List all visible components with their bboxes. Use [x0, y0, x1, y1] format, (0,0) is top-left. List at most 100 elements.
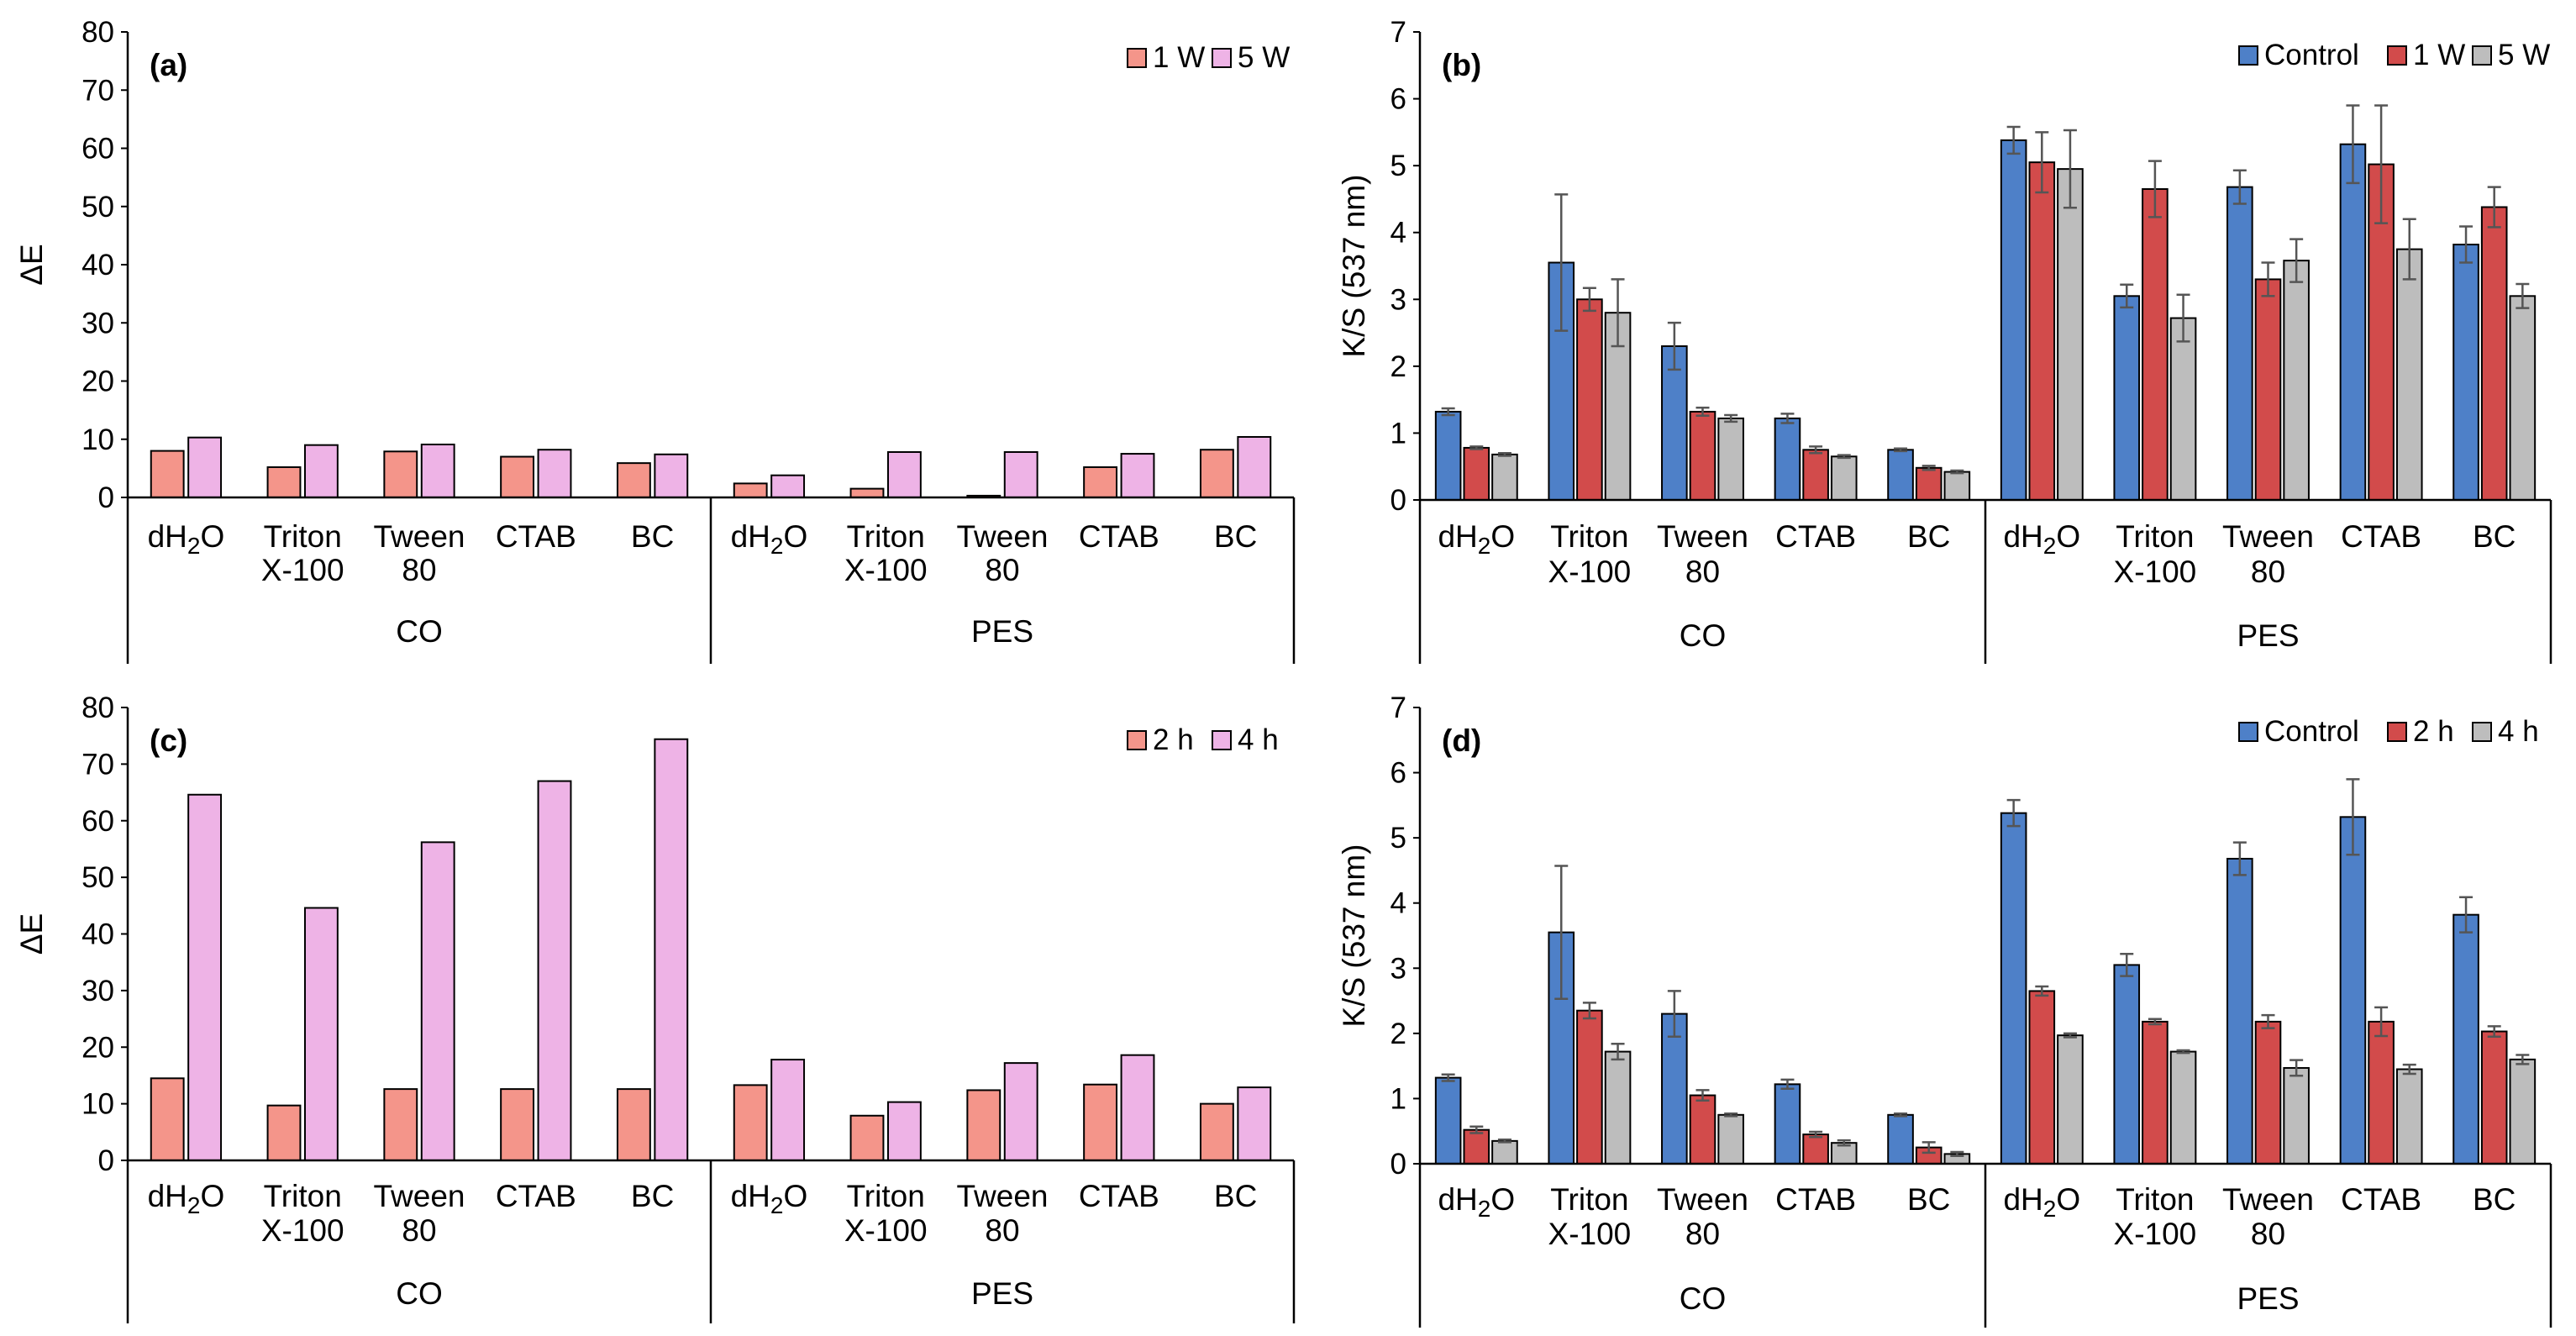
- x-tick-label: Triton: [1550, 1182, 1628, 1217]
- x-tick-label: Triton: [2116, 519, 2194, 554]
- x-tick-label-line2: 80: [402, 553, 436, 587]
- group-label: PES: [971, 1276, 1033, 1311]
- legend: Control 2 h 4 h: [2238, 715, 2539, 748]
- x-tick-label-line2: X-100: [2114, 1217, 2197, 1251]
- legend-label: 2 h: [2413, 715, 2454, 748]
- y-tick-label: 7: [1391, 16, 1406, 49]
- y-tick-label: 4: [1391, 217, 1406, 250]
- x-tick-label-subscript: 2: [187, 533, 201, 559]
- x-tick-label-subscript: 2: [2043, 1196, 2057, 1222]
- x-tick-label-line2: X-100: [261, 553, 344, 587]
- bar-control: [1434, 410, 1462, 502]
- bar-4-h: [420, 841, 455, 1161]
- x-tick-label: Tween: [373, 1179, 465, 1213]
- panel-label: (c): [150, 723, 187, 758]
- panel-label: (d): [1442, 723, 1481, 758]
- x-tick-label: Tween: [956, 519, 1048, 554]
- bar-5-w: [2057, 168, 2084, 501]
- bar-2-h: [849, 1114, 885, 1162]
- x-tick-label-part: O: [1490, 1182, 1515, 1217]
- legend-swatch: [2387, 45, 2407, 66]
- legend-swatch: [2238, 45, 2258, 66]
- x-tick-label-line2: 80: [985, 1213, 1019, 1248]
- x-tick-label-line2: 80: [402, 1213, 436, 1248]
- x-tick-label: BC: [1214, 519, 1257, 554]
- legend-label: 5 W: [1238, 41, 1290, 74]
- bar-1-w: [266, 465, 302, 498]
- x-tick-label: BC: [2473, 519, 2516, 554]
- bar-1-w: [849, 487, 885, 498]
- bar-control: [2000, 139, 2027, 502]
- y-tick-label: 5: [1391, 150, 1406, 182]
- x-tick-label-line2: X-100: [1548, 555, 1632, 589]
- y-axis-title: ΔE: [14, 913, 49, 955]
- bar-1-w: [2480, 206, 2508, 501]
- bar-control: [2113, 964, 2141, 1165]
- bar-4-h: [1003, 1062, 1038, 1161]
- x-tick-label-line2: X-100: [844, 1213, 928, 1248]
- x-tick-label: Tween: [1657, 519, 1748, 554]
- bar-4-h: [1717, 1113, 1744, 1165]
- bar-4-h: [1237, 1086, 1272, 1162]
- x-tick-label: CTAB: [2341, 1182, 2421, 1217]
- bar-4-h: [770, 1059, 806, 1162]
- x-tick-label: CTAB: [496, 1179, 576, 1213]
- y-tick-label: 60: [81, 805, 114, 838]
- legend-swatch: [2472, 722, 2492, 742]
- x-tick-label-line2: 80: [1685, 1217, 1720, 1251]
- x-tick-label-part: dH: [148, 519, 187, 554]
- y-tick-label: 7: [1391, 692, 1406, 724]
- bar-5-w: [2395, 248, 2423, 501]
- legend-label: 5 W: [2498, 39, 2550, 71]
- group-label: CO: [1680, 618, 1727, 653]
- bar-2-h: [2028, 990, 2056, 1165]
- bar-1-w: [383, 450, 418, 498]
- y-tick-label: 2: [1391, 350, 1406, 383]
- y-tick-label: 3: [1391, 952, 1406, 985]
- bar-1-w: [733, 482, 768, 499]
- x-tick-label: Triton: [264, 519, 342, 554]
- group-label: PES: [2237, 1281, 2299, 1316]
- x-tick-label: Tween: [2222, 519, 2314, 554]
- bar-2-h: [966, 1089, 1001, 1161]
- x-tick-label-part: O: [783, 1179, 807, 1213]
- y-tick-label: 50: [81, 861, 114, 894]
- group-label: CO: [396, 1276, 443, 1311]
- x-tick-label: CTAB: [1775, 1182, 1856, 1217]
- x-tick-label: dH2O: [1438, 1182, 1515, 1222]
- x-tick-label: Tween: [373, 519, 465, 554]
- bar-2-h: [1083, 1083, 1118, 1162]
- x-tick-label: dH2O: [2003, 1182, 2080, 1222]
- y-tick-label: 40: [81, 249, 114, 281]
- bar-5-w: [1491, 453, 1518, 501]
- bar-4-h: [187, 793, 223, 1161]
- bar-5-w: [770, 474, 806, 498]
- bar-control: [2000, 812, 2027, 1165]
- bar-4-h: [654, 738, 689, 1161]
- y-tick-label: 60: [81, 133, 114, 166]
- y-tick-label: 20: [81, 1031, 114, 1064]
- legend-label: 4 h: [2498, 715, 2539, 748]
- bar-control: [2339, 816, 2367, 1165]
- group-label: PES: [971, 614, 1033, 649]
- x-tick-label: Tween: [2222, 1182, 2314, 1217]
- x-tick-label-part: dH: [1438, 1182, 1477, 1217]
- x-tick-label-line2: 80: [2251, 1217, 2285, 1251]
- y-tick-label: 6: [1391, 83, 1406, 116]
- bar-2-h: [1802, 1133, 1829, 1165]
- bar-1-w: [2028, 161, 2056, 502]
- x-tick-label: Triton: [847, 1179, 925, 1213]
- x-tick-label-line2: X-100: [1548, 1217, 1632, 1251]
- x-tick-label-part: dH: [1438, 519, 1477, 554]
- y-tick-label: 70: [81, 74, 114, 107]
- x-tick-label-subscript: 2: [2043, 533, 2057, 559]
- bar-2-h: [733, 1084, 768, 1161]
- x-tick-label: CTAB: [1775, 519, 1856, 554]
- bar-5-w: [537, 449, 572, 499]
- legend-swatch: [1212, 48, 1232, 68]
- y-axis-title: K/S (537 nm): [1337, 175, 1371, 358]
- legend: Control 1 W 5 W: [2238, 39, 2550, 71]
